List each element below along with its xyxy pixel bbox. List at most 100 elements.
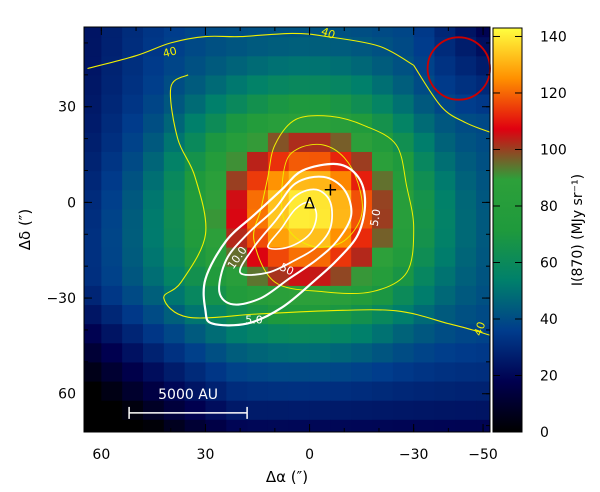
heatmap-pixel xyxy=(226,285,248,306)
heatmap-pixel xyxy=(372,208,394,229)
heatmap-pixel xyxy=(184,285,207,306)
heatmap-pixel xyxy=(184,380,207,401)
heatmap-pixel xyxy=(122,380,144,401)
heatmap-pixel xyxy=(101,304,123,325)
heatmap-pixel xyxy=(84,132,102,152)
contours: 4040404010.05.05.050 xyxy=(87,27,490,338)
heatmap-pixel xyxy=(434,27,456,38)
heatmap-pixel xyxy=(476,74,490,95)
heatmap-pixel xyxy=(142,285,165,306)
heatmap-pixel xyxy=(267,151,290,172)
heatmap-pixel xyxy=(413,189,436,210)
axes: 60 30 0 −30 −50 30 0 −30 60 Δα (″) Δδ (″) xyxy=(16,26,498,486)
heatmap-pixel xyxy=(476,93,490,114)
heatmap-pixel xyxy=(434,55,456,76)
heatmap-pixel xyxy=(142,208,165,229)
white-contour xyxy=(202,162,367,327)
heatmap-pixel xyxy=(309,227,331,248)
heatmap-pixel xyxy=(247,189,269,210)
heatmap-pixel xyxy=(413,55,436,76)
heatmap-pixel xyxy=(247,74,269,95)
heatmap-pixel xyxy=(101,266,123,286)
heatmap-pixel xyxy=(184,361,207,382)
yellow-contour xyxy=(87,32,414,70)
heatmap-pixel xyxy=(84,400,102,420)
heatmap-pixel xyxy=(330,132,352,152)
heatmap-pixel xyxy=(309,132,331,152)
heatmap-pixel xyxy=(309,27,331,38)
heatmap-pixel xyxy=(101,208,123,229)
heatmap-pixel xyxy=(455,285,477,306)
heatmap-pixel xyxy=(84,208,102,229)
heatmap-pixel xyxy=(84,189,102,210)
heatmap-pixel xyxy=(288,93,311,114)
heatmap-pixel xyxy=(330,208,352,229)
heatmap-pixel xyxy=(84,285,102,306)
heatmap-pixel xyxy=(163,93,186,114)
heatmap-pixel xyxy=(413,151,436,172)
heatmap-pixel xyxy=(101,113,123,133)
heatmap-pixel xyxy=(163,151,186,172)
heatmap-pixel xyxy=(434,285,456,306)
heatmap-pixel xyxy=(372,266,394,286)
heatmap-pixel xyxy=(288,380,311,401)
heatmap-pixel xyxy=(476,227,490,248)
heatmap-pixel xyxy=(455,132,477,152)
heatmap-pixel xyxy=(309,36,331,57)
heatmap-pixel xyxy=(476,189,490,210)
heatmap-pixel xyxy=(122,113,144,133)
heatmap-pixel xyxy=(413,285,436,306)
heatmap-pixel xyxy=(247,247,269,267)
heatmap-pixel xyxy=(392,400,415,420)
heatmap-pixel xyxy=(372,361,394,382)
heatmap-pixel xyxy=(372,189,394,210)
heatmap-pixel xyxy=(101,170,123,191)
heatmap-pixel xyxy=(392,74,415,95)
heatmap-pixel xyxy=(226,304,248,325)
heatmap-pixel xyxy=(184,342,207,363)
heatmap-pixel xyxy=(247,93,269,114)
heatmap-pixel xyxy=(476,285,490,306)
heatmap-pixel xyxy=(267,247,290,267)
heatmap-pixel xyxy=(84,55,102,76)
heatmap-pixel xyxy=(434,380,456,401)
heatmap-pixel xyxy=(142,170,165,191)
heatmap-pixel xyxy=(372,419,394,432)
heatmap-pixel xyxy=(351,227,373,248)
heatmap-pixel xyxy=(309,151,331,172)
heatmap-pixel xyxy=(392,93,415,114)
white-contour-label: 50 xyxy=(278,261,296,279)
heatmap-pixel xyxy=(122,55,144,76)
heatmap-pixel xyxy=(351,304,373,325)
heatmap-pixel xyxy=(226,400,248,420)
heatmap-pixel xyxy=(392,247,415,267)
heatmap-pixel xyxy=(434,227,456,248)
heatmap-pixel xyxy=(392,342,415,363)
heatmap-pixel xyxy=(434,208,456,229)
heatmap-pixel xyxy=(163,36,186,57)
heatmap-pixel xyxy=(351,342,373,363)
y-tick-label: 30 xyxy=(58,100,76,116)
heatmap-pixel xyxy=(122,189,144,210)
heatmap-pixel xyxy=(267,304,290,325)
heatmap-pixel xyxy=(372,113,394,133)
heatmap-pixel xyxy=(184,36,207,57)
heatmap-pixel xyxy=(184,113,207,133)
heatmap-pixel xyxy=(413,113,436,133)
heatmap-pixel xyxy=(351,285,373,306)
heatmap-pixel xyxy=(84,74,102,95)
heatmap-pixel xyxy=(101,361,123,382)
heatmap-pixel xyxy=(392,113,415,133)
heatmap-pixel xyxy=(142,151,165,172)
heatmap-pixel xyxy=(392,285,415,306)
heatmap-pixel xyxy=(351,113,373,133)
heatmap-pixel xyxy=(330,27,352,38)
y-tick-label: −30 xyxy=(46,291,76,307)
heatmap-grid xyxy=(84,27,490,432)
heatmap-pixel xyxy=(309,419,331,432)
heatmap-pixel xyxy=(455,208,477,229)
x-tick-label: 60 xyxy=(92,447,110,463)
heatmap-pixel xyxy=(205,170,227,191)
heatmap-pixel xyxy=(205,208,227,229)
heatmap-pixel xyxy=(247,361,269,382)
